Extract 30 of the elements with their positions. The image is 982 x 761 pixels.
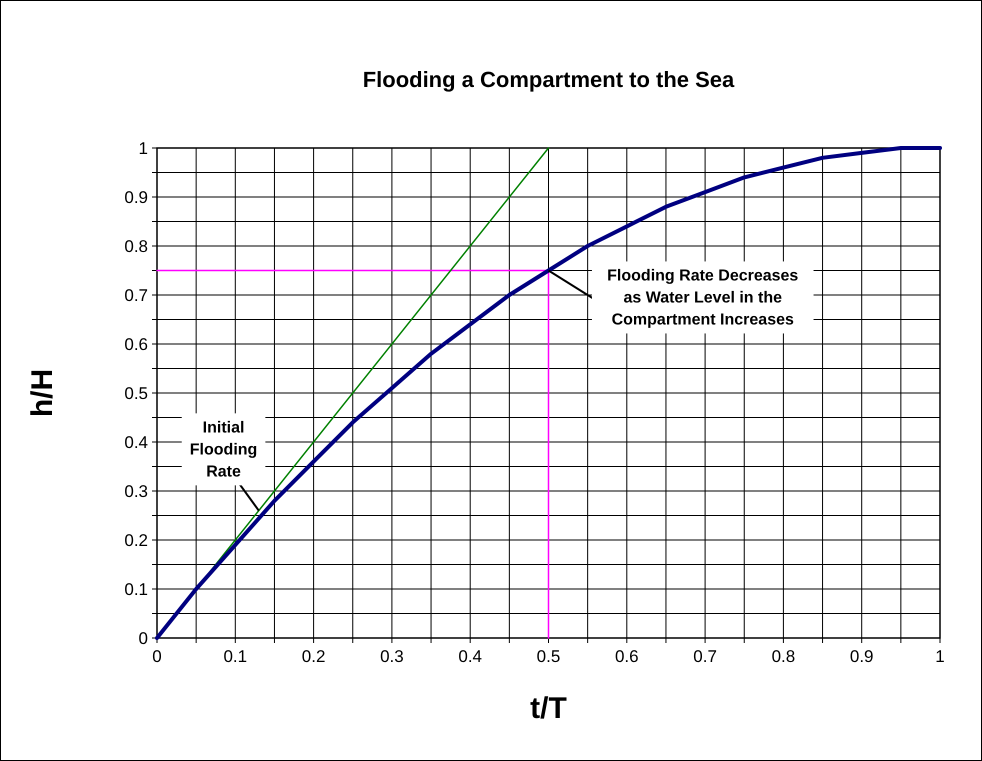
y-axis-title: h/H [26, 368, 59, 418]
y-tick-label: 0.7 [124, 286, 148, 305]
callout: Flooding Rate Decreases as Water Level in the Compartment Increases [548, 261, 814, 334]
y-tick-label: 0.1 [124, 580, 148, 599]
y-tick-label: 0.3 [124, 482, 148, 501]
x-tick-label: 0.5 [536, 647, 560, 666]
x-tick-label: 0.9 [850, 647, 874, 666]
y-tick-label: 0 [138, 629, 148, 648]
annotation: Initial Flooding Rate [190, 419, 258, 480]
x-tick-label: 0.6 [614, 647, 639, 666]
annotation: Flooding Rate Decreases as Water Level in the Compartment Increases [607, 267, 798, 328]
y-tick-label: 0.2 [124, 531, 148, 550]
y-tick-label: 0.9 [124, 188, 148, 207]
y-tick-label: 0.6 [124, 335, 148, 354]
x-tick-label: 0.4 [458, 647, 482, 666]
y-tick-label: 0.5 [124, 384, 148, 403]
x-axis-title: t/T [530, 692, 567, 725]
x-tick-label: 0.1 [223, 647, 248, 666]
y-tick-label: 0.8 [124, 237, 148, 256]
x-tick-label: 1 [935, 647, 945, 666]
line-series [155, 146, 942, 640]
y-tick-label: 0.4 [124, 433, 148, 452]
x-tick-label: 0 [152, 647, 162, 666]
x-tick-label: 0.7 [693, 647, 717, 666]
x-tick-label: 0.8 [772, 647, 796, 666]
x-tick-label: 0.2 [302, 647, 326, 666]
chart-title: Flooding a Compartment to the Sea [362, 67, 736, 92]
x-tick-label: 0.3 [380, 647, 404, 666]
y-tick-label: 1 [138, 139, 148, 158]
callout: Initial Flooding Rate [182, 413, 266, 512]
